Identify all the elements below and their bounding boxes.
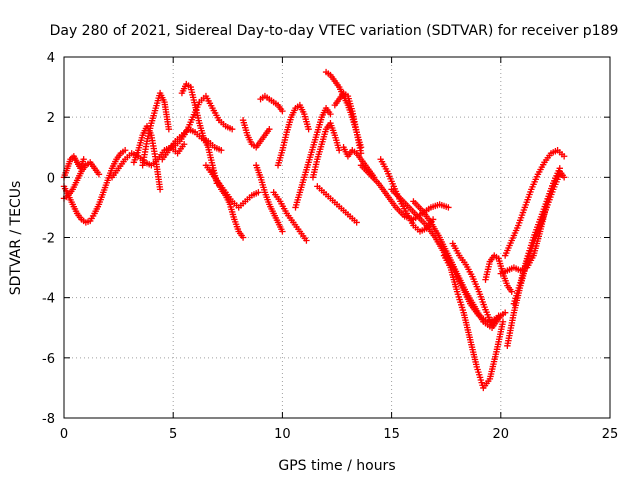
series-arc-16 [274,101,312,169]
series-arc-26 [410,198,504,331]
series-arc-32 [501,147,568,259]
data-point [266,126,273,133]
data-point [303,237,310,244]
series-arc-14 [257,92,286,115]
series-arc-33 [510,168,568,307]
data-point [80,156,87,163]
data-point [218,147,225,154]
series-arc-10 [202,162,262,211]
x-tick-label: 25 [602,427,619,442]
data-point [327,110,334,118]
y-tick-label: -2 [42,232,55,247]
y-axis-label: SDTVAR / TECUs [8,181,24,296]
data-point [335,147,343,154]
data-point [239,234,247,241]
data-point [279,107,286,115]
data-point [501,309,509,316]
data-point [353,219,360,226]
series-arc-13 [252,162,286,235]
series-arc-27 [440,252,507,392]
data-point [508,288,515,295]
data-point [156,186,164,193]
data-points [60,68,568,392]
data-point [560,153,568,160]
data-point [180,141,188,148]
series-arc-18 [309,119,343,181]
series-arc-19 [314,183,360,226]
series-arc-21 [331,89,365,157]
series-arc-28 [449,240,502,328]
chart-title: Day 280 of 2021, Sidereal Day-to-day VTE… [50,23,619,39]
series-arc-12 [239,116,273,151]
x-tick-label: 0 [60,427,68,442]
series-arc-2 [60,159,103,202]
data-point [560,174,568,181]
x-tick-label: 15 [383,427,400,442]
series-arc-9 [170,92,236,151]
series-arc-15 [270,189,310,244]
data-point [495,312,502,319]
y-tick-label: 0 [47,171,55,186]
data-point [121,147,129,154]
data-point [305,126,312,133]
data-point [279,228,286,235]
data-point [165,126,173,133]
y-tick-label: -8 [42,412,55,427]
series-arc-6 [130,122,164,193]
data-point [255,189,262,196]
y-tick-label: -6 [42,352,55,367]
data-point [499,318,507,325]
data-point [228,126,236,133]
y-tick-label: -4 [42,292,55,307]
y-tick-label: 4 [47,51,55,66]
series-arc-17 [292,104,334,211]
x-tick-label: 5 [169,427,177,442]
series-arc-5 [139,89,173,169]
data-point [445,204,452,211]
y-tick-label: 2 [47,111,55,126]
x-tick-label: 10 [274,427,291,442]
series-arc-11 [209,168,247,241]
x-axis-label: GPS time / hours [278,458,395,474]
grid [64,57,610,418]
data-point [95,171,103,178]
x-tick-label: 20 [493,427,510,442]
